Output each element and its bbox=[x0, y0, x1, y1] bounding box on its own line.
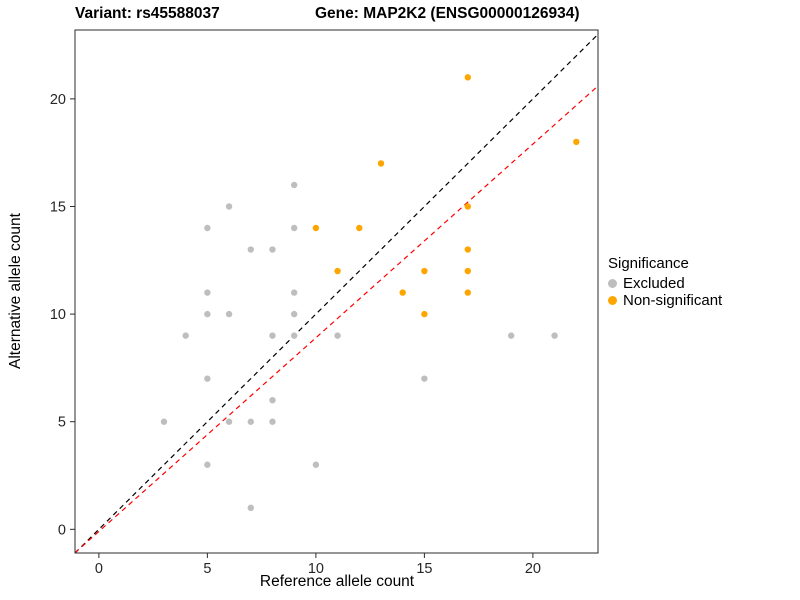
point-excluded bbox=[269, 396, 276, 404]
point-excluded bbox=[551, 332, 558, 339]
point-excluded bbox=[269, 332, 276, 339]
point-excluded bbox=[334, 332, 341, 339]
point-excluded bbox=[269, 418, 276, 425]
x-tick-label: 15 bbox=[416, 561, 432, 577]
legend-dot-icon bbox=[608, 279, 617, 288]
legend: Significance Excluded Non-significant bbox=[608, 255, 722, 309]
point-non-significant bbox=[312, 224, 320, 232]
x-tick-label: 5 bbox=[203, 561, 211, 577]
point-excluded bbox=[225, 203, 233, 210]
x-axis-label: Reference allele count bbox=[259, 573, 415, 590]
legend-dot-icon bbox=[608, 296, 617, 305]
point-excluded bbox=[290, 332, 298, 339]
x-tick-label: 10 bbox=[308, 561, 324, 577]
x-tick-label: 20 bbox=[525, 561, 541, 577]
point-non-significant bbox=[421, 267, 428, 275]
point-excluded bbox=[290, 181, 298, 189]
point-excluded bbox=[182, 332, 189, 339]
point-non-significant bbox=[421, 310, 428, 318]
y-tick-label: 5 bbox=[58, 415, 66, 431]
gene-title: Gene: MAP2K2 (ENSG00000126934) bbox=[315, 5, 580, 22]
point-non-significant bbox=[464, 246, 471, 253]
y-tick-label: 10 bbox=[50, 307, 66, 323]
point-non-significant bbox=[464, 203, 471, 210]
legend-item-non-significant: Non-significant bbox=[608, 292, 722, 309]
point-excluded bbox=[160, 418, 168, 425]
y-axis-label: Alternative allele count bbox=[7, 213, 24, 369]
variant-title: Variant: rs45588037 bbox=[75, 5, 220, 22]
y-tick-label: 0 bbox=[58, 522, 66, 538]
legend-item-label: Non-significant bbox=[623, 292, 723, 309]
point-excluded bbox=[204, 289, 211, 296]
point-excluded bbox=[204, 375, 211, 382]
legend-item-excluded: Excluded bbox=[608, 275, 722, 292]
point-non-significant bbox=[334, 267, 341, 275]
point-excluded bbox=[290, 224, 298, 232]
point-non-significant bbox=[464, 267, 471, 275]
point-excluded bbox=[247, 418, 254, 425]
point-non-significant bbox=[464, 74, 471, 81]
panel-border bbox=[74, 29, 599, 554]
panel-background bbox=[75, 30, 598, 553]
y-tick-label: 15 bbox=[50, 199, 66, 215]
legend-title: Significance bbox=[608, 255, 689, 272]
point-excluded bbox=[312, 461, 320, 468]
y-tick-label: 20 bbox=[50, 92, 66, 108]
point-non-significant bbox=[573, 138, 580, 146]
legend-items: Excluded Non-significant bbox=[608, 275, 722, 309]
point-non-significant bbox=[356, 224, 363, 232]
point-non-significant bbox=[399, 289, 406, 296]
point-excluded bbox=[225, 418, 233, 425]
point-non-significant bbox=[464, 289, 471, 296]
point-excluded bbox=[204, 310, 211, 318]
point-excluded bbox=[290, 289, 298, 296]
x-tick-label: 0 bbox=[95, 561, 103, 577]
identity-line bbox=[75, 33, 598, 553]
point-excluded bbox=[204, 224, 211, 232]
point-excluded bbox=[225, 310, 233, 318]
point-excluded bbox=[421, 375, 428, 382]
point-excluded bbox=[247, 246, 254, 253]
point-excluded bbox=[269, 246, 276, 253]
point-excluded bbox=[247, 504, 254, 512]
point-non-significant bbox=[377, 160, 385, 167]
legend-item-label: Excluded bbox=[623, 275, 685, 292]
point-excluded bbox=[204, 461, 211, 468]
point-excluded bbox=[507, 332, 515, 339]
point-excluded bbox=[290, 310, 298, 318]
